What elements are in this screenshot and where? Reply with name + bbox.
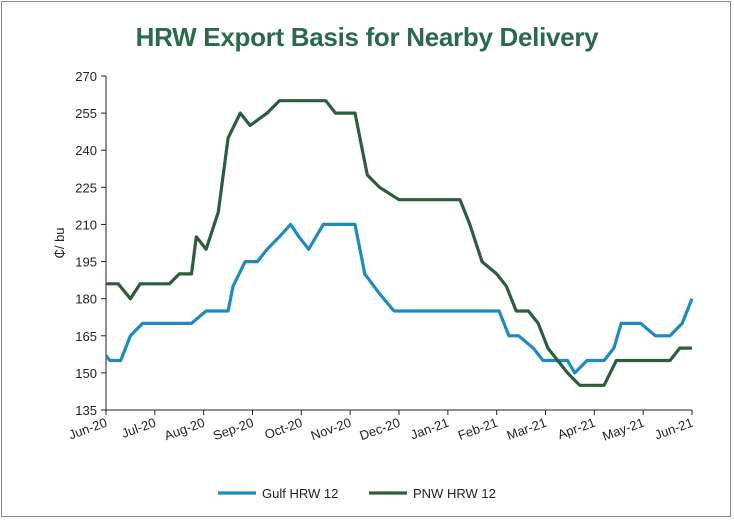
y-tick-label: 180	[75, 292, 97, 307]
x-tick-label: Jan-21	[408, 415, 450, 443]
x-ticks: Jun-20 Jul-20 Aug-20 Sep-20 Oct-20 Nov-20 Dec-…	[67, 410, 695, 444]
x-tick-label: Mar-21	[505, 415, 549, 443]
legend-label: PNW HRW 12	[413, 486, 496, 501]
series-line-pnw	[106, 99, 692, 387]
y-ticks: 135 150 165 180 195 210 225 240 255 270	[75, 69, 106, 418]
y-tick-label: 210	[75, 217, 97, 232]
x-tick-label: Jul-20	[119, 415, 157, 441]
x-tick-label: Aug-20	[162, 415, 207, 443]
y-tick-label: 150	[75, 366, 97, 381]
x-tick-label: Feb-21	[456, 415, 500, 443]
y-tick-label: 255	[75, 106, 97, 121]
x-tick-label: Jun-20	[67, 415, 109, 443]
y-tick-label: 165	[75, 329, 97, 344]
series-group	[104, 99, 694, 387]
x-tick-label: Oct-20	[263, 415, 305, 442]
legend-label: Gulf HRW 12	[262, 486, 338, 501]
x-tick-label: Apr-21	[556, 415, 598, 442]
x-tick-label: Sep-20	[211, 415, 256, 443]
x-tick-label: Nov-20	[309, 415, 354, 443]
y-tick-label: 195	[75, 255, 97, 270]
x-tick-label: Dec-20	[358, 415, 403, 443]
y-tick-label: 270	[75, 69, 97, 84]
legend: Gulf HRW 12 PNW HRW 12	[218, 486, 496, 501]
series-line-gulf	[104, 222, 694, 375]
y-axis-label: ₵/ bu	[52, 227, 67, 258]
x-tick-label: Jun-21	[653, 415, 695, 443]
chart-title: HRW Export Basis for Nearby Delivery	[135, 22, 599, 52]
y-tick-label: 240	[75, 143, 97, 158]
y-tick-label: 225	[75, 180, 97, 195]
x-tick-label: May-21	[600, 415, 646, 444]
y-tick-label: 135	[75, 403, 97, 418]
